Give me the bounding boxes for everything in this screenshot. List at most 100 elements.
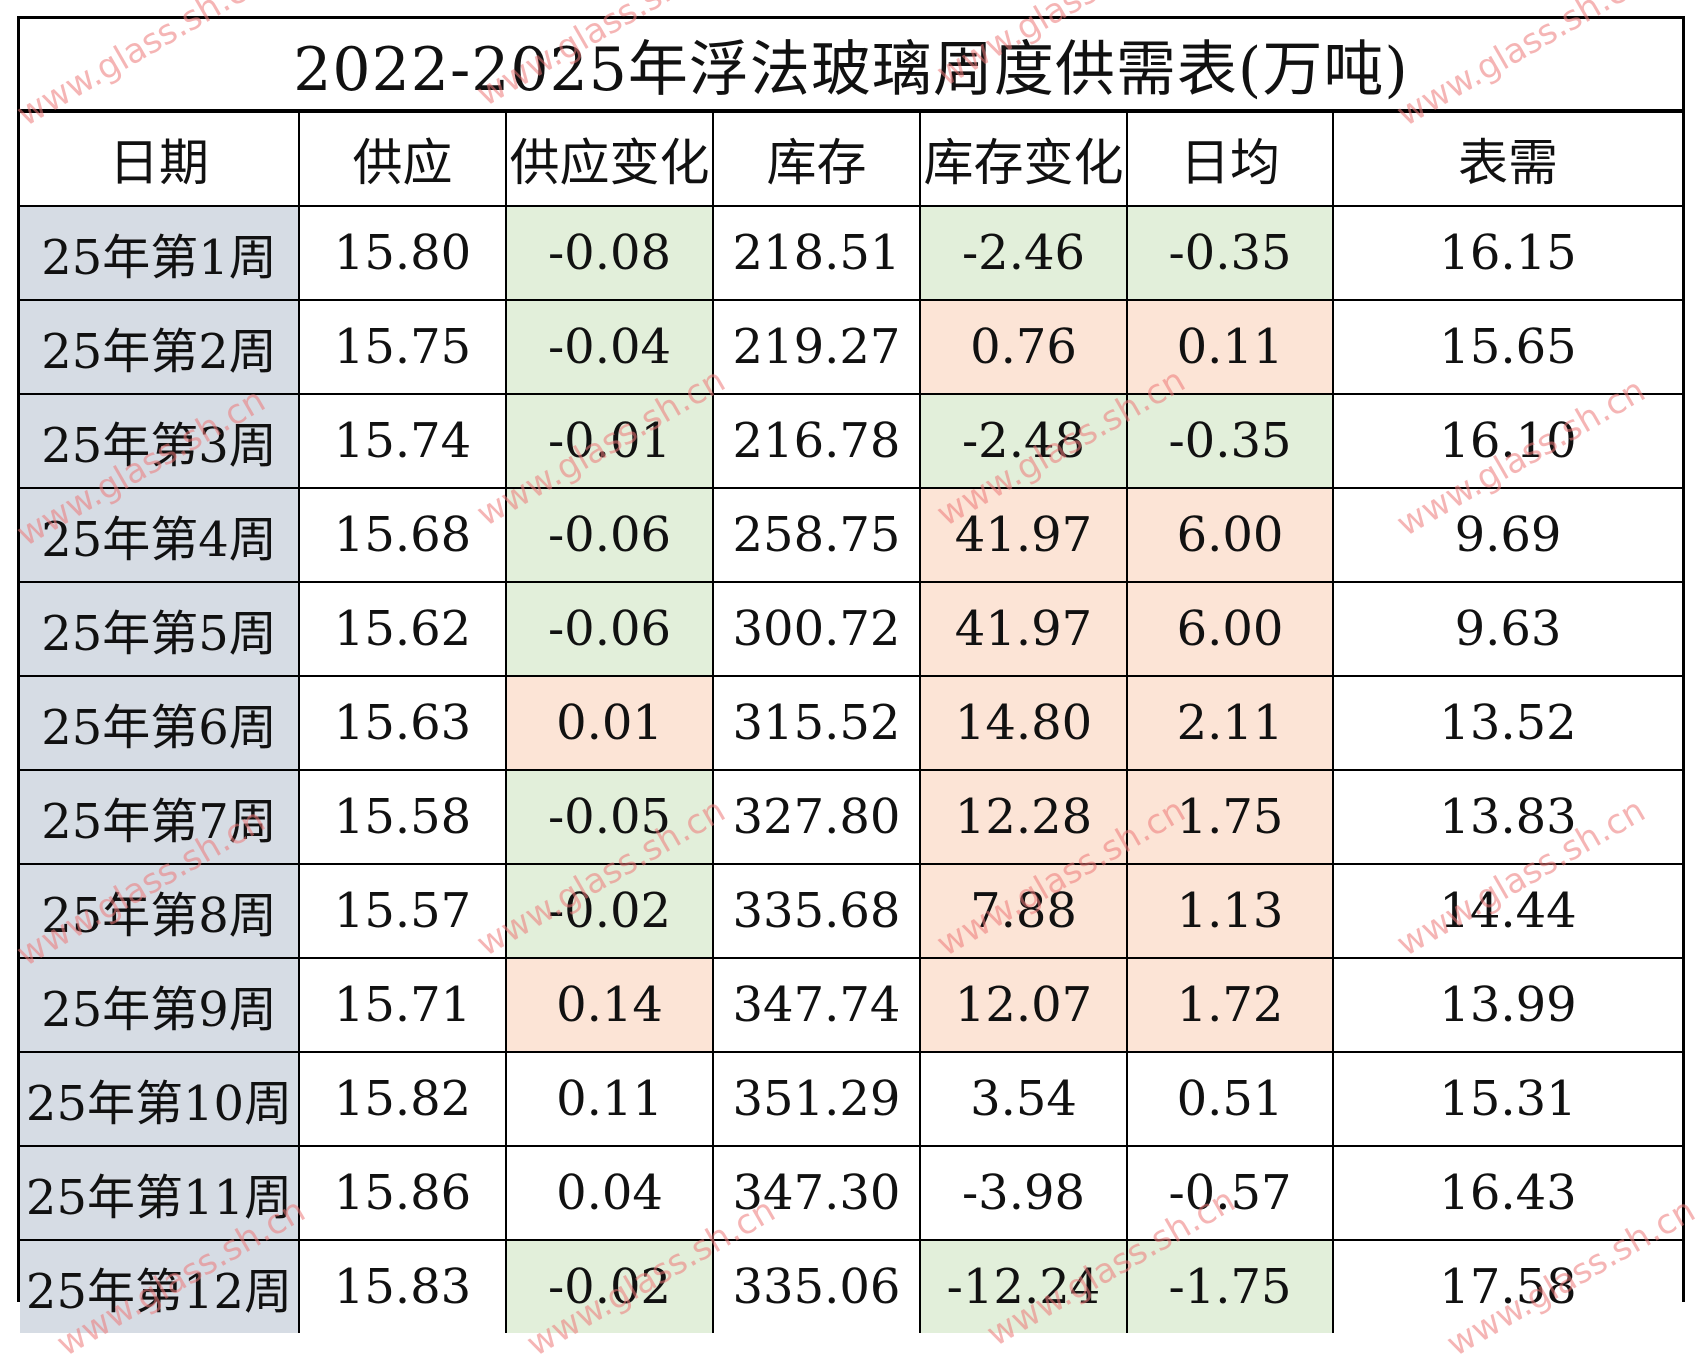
cell-demand: 17.58 — [1332, 1239, 1682, 1333]
table-body: 25年第1周 15.80 -0.08 218.51 -2.46 -0.35 16.15 25年… — [20, 205, 1682, 1333]
table-row: 25年第1周 15.80 -0.08 218.51 -2.46 -0.35 16.15 — [20, 205, 1682, 301]
cell-inventory-change: -2.48 — [919, 393, 1128, 489]
header-supply: 供应 — [298, 111, 507, 207]
cell-supply-change: 0.01 — [505, 675, 714, 771]
cell-demand: 13.83 — [1332, 769, 1682, 865]
cell-inventory: 219.27 — [712, 299, 921, 395]
cell-daily-avg: 2.11 — [1126, 675, 1334, 771]
cell-demand: 16.10 — [1332, 393, 1682, 489]
cell-date: 25年第1周 — [20, 205, 300, 301]
header-daily-avg: 日均 — [1126, 111, 1334, 207]
cell-inventory: 327.80 — [712, 769, 921, 865]
cell-demand: 15.31 — [1332, 1051, 1682, 1147]
table-row: 25年第3周 15.74 -0.01 216.78 -2.48 -0.35 16.10 — [20, 393, 1682, 489]
cell-date: 25年第12周 — [20, 1239, 300, 1333]
table-row: 25年第11周 15.86 0.04 347.30 -3.98 -0.57 16.43 — [20, 1145, 1682, 1241]
cell-daily-avg: 1.72 — [1126, 957, 1334, 1053]
cell-supply: 15.62 — [298, 581, 507, 677]
table-row: 25年第12周 15.83 -0.02 335.06 -12.24 -1.75 17.58 — [20, 1239, 1682, 1333]
cell-supply: 15.82 — [298, 1051, 507, 1147]
cell-date: 25年第2周 — [20, 299, 300, 395]
cell-supply: 15.75 — [298, 299, 507, 395]
cell-demand: 15.65 — [1332, 299, 1682, 395]
header-inventory: 库存 — [712, 111, 921, 207]
cell-supply-change: -0.06 — [505, 487, 714, 583]
cell-inventory: 347.74 — [712, 957, 921, 1053]
cell-inventory: 351.29 — [712, 1051, 921, 1147]
cell-supply-change: -0.02 — [505, 863, 714, 959]
cell-supply-change: 0.04 — [505, 1145, 714, 1241]
cell-date: 25年第8周 — [20, 863, 300, 959]
cell-inventory-change: 12.28 — [919, 769, 1128, 865]
cell-supply-change: -0.08 — [505, 205, 714, 301]
cell-inventory: 335.06 — [712, 1239, 921, 1333]
cell-inventory: 347.30 — [712, 1145, 921, 1241]
cell-inventory: 300.72 — [712, 581, 921, 677]
cell-supply-change: 0.14 — [505, 957, 714, 1053]
cell-supply: 15.86 — [298, 1145, 507, 1241]
cell-inventory-change: 0.76 — [919, 299, 1128, 395]
table-row: 25年第8周 15.57 -0.02 335.68 7.88 1.13 14.44 — [20, 863, 1682, 959]
table-row: 25年第10周 15.82 0.11 351.29 3.54 0.51 15.31 — [20, 1051, 1682, 1147]
cell-supply-change: -0.04 — [505, 299, 714, 395]
cell-date: 25年第10周 — [20, 1051, 300, 1147]
cell-supply-change: -0.01 — [505, 393, 714, 489]
cell-inventory-change: -12.24 — [919, 1239, 1128, 1333]
cell-date: 25年第9周 — [20, 957, 300, 1053]
table-title: 2022-2025年浮法玻璃周度供需表(万吨) — [20, 19, 1682, 111]
cell-daily-avg: 1.75 — [1126, 769, 1334, 865]
table-row: 25年第6周 15.63 0.01 315.52 14.80 2.11 13.52 — [20, 675, 1682, 771]
cell-supply-change: 0.11 — [505, 1051, 714, 1147]
cell-inventory-change: 41.97 — [919, 487, 1128, 583]
supply-demand-table: 日期 供应 供应变化 库存 库存变化 日均 表需 25年第1周 15.80 -0.0… — [20, 111, 1682, 1333]
table-row: 25年第5周 15.62 -0.06 300.72 41.97 6.00 9.63 — [20, 581, 1682, 677]
cell-daily-avg: 0.51 — [1126, 1051, 1334, 1147]
cell-inventory: 216.78 — [712, 393, 921, 489]
cell-daily-avg: -0.35 — [1126, 393, 1334, 489]
cell-supply-change: -0.06 — [505, 581, 714, 677]
cell-supply: 15.80 — [298, 205, 507, 301]
cell-demand: 16.43 — [1332, 1145, 1682, 1241]
cell-supply: 15.83 — [298, 1239, 507, 1333]
cell-supply: 15.71 — [298, 957, 507, 1053]
cell-inventory-change: -2.46 — [919, 205, 1128, 301]
cell-inventory-change: -3.98 — [919, 1145, 1128, 1241]
table-row: 25年第4周 15.68 -0.06 258.75 41.97 6.00 9.69 — [20, 487, 1682, 583]
cell-daily-avg: -0.35 — [1126, 205, 1334, 301]
cell-date: 25年第7周 — [20, 769, 300, 865]
cell-demand: 13.52 — [1332, 675, 1682, 771]
cell-inventory-change: 7.88 — [919, 863, 1128, 959]
cell-date: 25年第11周 — [20, 1145, 300, 1241]
spreadsheet: 2022-2025年浮法玻璃周度供需表(万吨) 日期 供应 供应变化 库存 库存… — [17, 16, 1685, 1333]
cell-demand: 9.63 — [1332, 581, 1682, 677]
cell-date: 25年第3周 — [20, 393, 300, 489]
cell-inventory: 258.75 — [712, 487, 921, 583]
cell-supply: 15.58 — [298, 769, 507, 865]
cell-daily-avg: 6.00 — [1126, 487, 1334, 583]
cell-demand: 16.15 — [1332, 205, 1682, 301]
cell-supply: 15.74 — [298, 393, 507, 489]
header-demand: 表需 — [1332, 111, 1682, 207]
header-inventory-change: 库存变化 — [919, 111, 1128, 207]
cell-supply: 15.57 — [298, 863, 507, 959]
cell-daily-avg: -1.75 — [1126, 1239, 1334, 1333]
cell-demand: 13.99 — [1332, 957, 1682, 1053]
cell-supply: 15.68 — [298, 487, 507, 583]
cell-date: 25年第5周 — [20, 581, 300, 677]
cell-supply: 15.63 — [298, 675, 507, 771]
header-supply-change: 供应变化 — [505, 111, 714, 207]
cell-inventory-change: 12.07 — [919, 957, 1128, 1053]
cell-date: 25年第4周 — [20, 487, 300, 583]
cell-date: 25年第6周 — [20, 675, 300, 771]
cell-daily-avg: 6.00 — [1126, 581, 1334, 677]
cell-supply-change: -0.05 — [505, 769, 714, 865]
cell-supply-change: -0.02 — [505, 1239, 714, 1333]
cell-daily-avg: 0.11 — [1126, 299, 1334, 395]
header-date: 日期 — [20, 111, 300, 207]
cell-inventory: 335.68 — [712, 863, 921, 959]
table-row: 25年第2周 15.75 -0.04 219.27 0.76 0.11 15.65 — [20, 299, 1682, 395]
cell-inventory-change: 41.97 — [919, 581, 1128, 677]
cell-demand: 14.44 — [1332, 863, 1682, 959]
cell-daily-avg: -0.57 — [1126, 1145, 1334, 1241]
cell-daily-avg: 1.13 — [1126, 863, 1334, 959]
